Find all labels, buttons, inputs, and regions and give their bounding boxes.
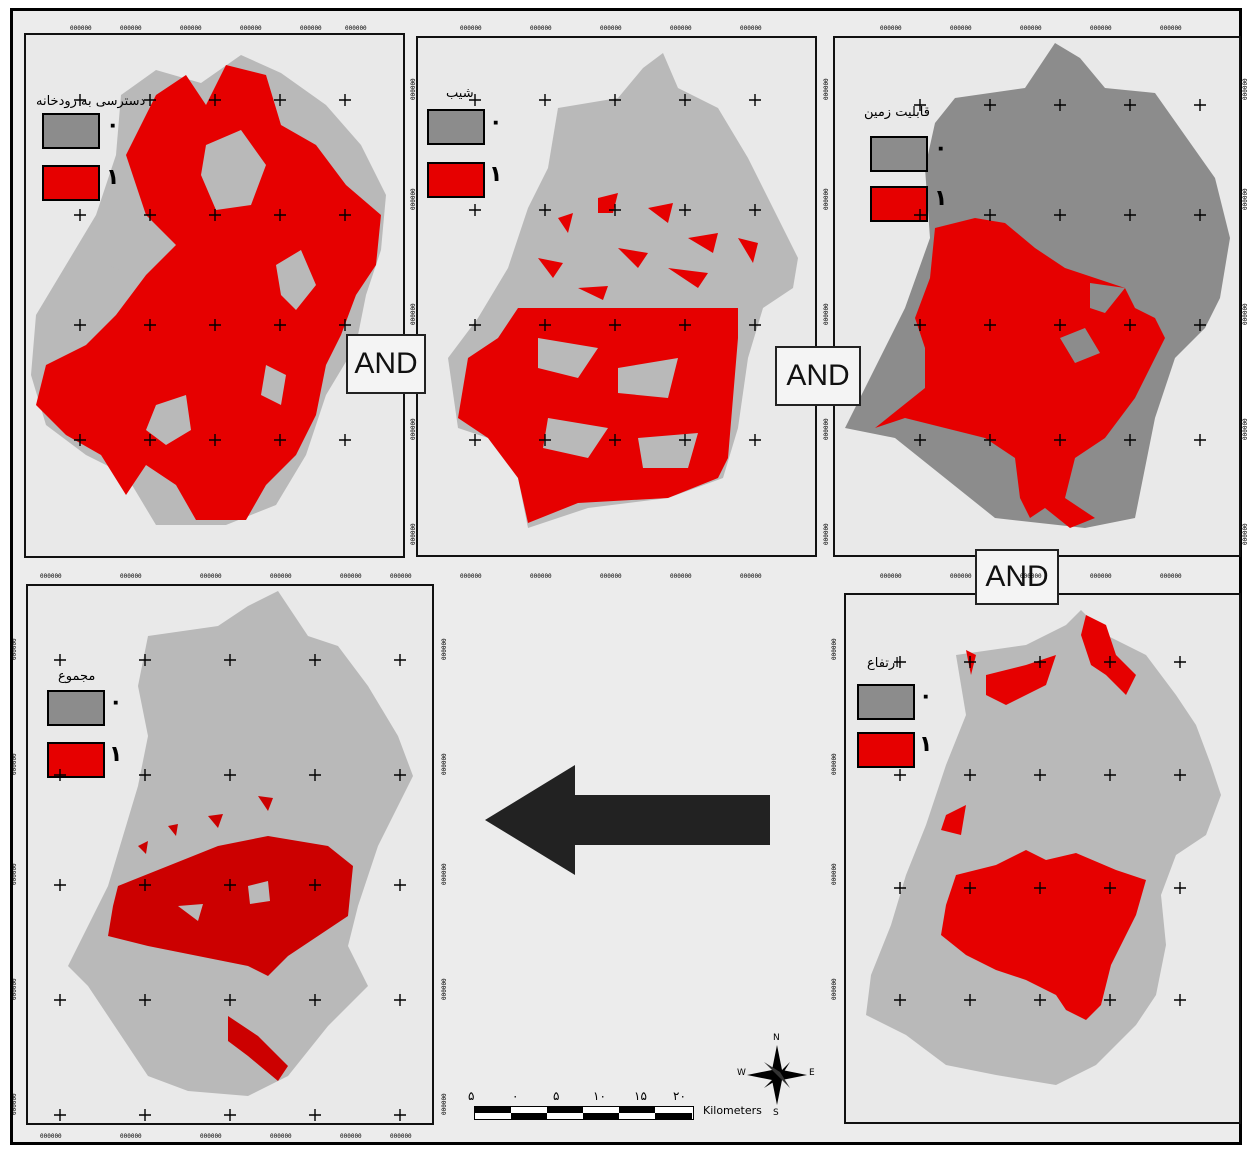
suitable-area (458, 308, 738, 523)
scale-unit: Kilometers (703, 1104, 762, 1117)
legend-swatch-0-land (870, 136, 928, 172)
legend-title-land-capability: قابلیت زمین (864, 105, 930, 120)
suitable-area (941, 850, 1146, 1020)
suitable-patch (941, 615, 1136, 835)
map-panel-total (26, 584, 434, 1125)
legend-label-0-elevation: ۰ (919, 684, 933, 709)
legend-swatch-1-slope (427, 162, 485, 198)
legend-swatch-1-land (870, 186, 928, 222)
scale-label-2: ۵ (553, 1089, 560, 1103)
legend-title-river-distance: دسترسی به رودخانه (36, 94, 146, 109)
legend-label-0-river: ۰ (106, 113, 120, 138)
legend-label-0-land: ۰ (934, 136, 948, 161)
scale-bar (474, 1106, 694, 1120)
compass-n: N (773, 1033, 780, 1043)
coordinate-tick-label: 000000 (1242, 418, 1249, 440)
legend-swatch-0-river (42, 113, 100, 149)
coordinate-tick-label: 000000 (1242, 78, 1249, 100)
compass-s: S (773, 1108, 779, 1118)
coordinate-tick-label: 000000 (1242, 523, 1249, 545)
map-elevation (866, 610, 1221, 1085)
legend-swatch-1-elevation (857, 732, 915, 768)
map-panel-river-distance (24, 33, 405, 558)
legend-swatch-0-total (47, 690, 105, 726)
non-suitable-patch (1060, 283, 1125, 363)
legend-label-1-land: ۱ (934, 186, 948, 211)
map-panel-land-capability (833, 36, 1241, 557)
scale-label-1: ۰ (512, 1089, 519, 1103)
north-arrow-icon (747, 1045, 807, 1105)
map-slope (448, 53, 798, 528)
legend-swatch-1-river (42, 165, 100, 201)
compass-w: W (737, 1068, 746, 1078)
scale-label-0: ۵ (468, 1089, 475, 1103)
legend-label-0-total: ۰ (109, 690, 123, 715)
legend-swatch-1-total (47, 742, 105, 778)
suitable-area (108, 836, 353, 976)
and-operator-2: AND (775, 346, 861, 406)
legend-swatch-0-slope (427, 109, 485, 145)
legend-label-1-total: ۱ (109, 742, 123, 767)
suitable-area (36, 65, 381, 520)
legend-title-total: مجموع (58, 669, 96, 684)
legend-swatch-0-elevation (857, 684, 915, 720)
coordinate-tick-label: 000000 (1242, 303, 1249, 325)
coordinate-tick-label: 000000 (1242, 188, 1249, 210)
map-total (68, 591, 413, 1096)
legend-title-slope: شیب (446, 86, 474, 101)
legend-title-elevation: ارتفاع (867, 656, 899, 671)
map-panel-elevation (844, 593, 1241, 1124)
and-operator-3: AND (975, 549, 1059, 605)
and-operator-1: AND (346, 334, 426, 394)
study-area-shape (866, 610, 1221, 1085)
legend-label-1-elevation: ۱ (919, 732, 933, 757)
compass-e: E (809, 1068, 815, 1078)
scale-label-3: ۱۰ (593, 1089, 606, 1103)
suitable-patch (138, 796, 288, 1081)
map-panel-slope (416, 36, 817, 557)
legend-label-0-slope: ۰ (489, 110, 503, 135)
result-arrow-left (485, 765, 770, 875)
non-suitable-patch (538, 338, 698, 468)
non-suitable-patch (178, 881, 270, 921)
map-land-capability (845, 43, 1230, 528)
scale-label-5: ۲۰ (673, 1089, 686, 1103)
legend-label-1-river: ۱ (106, 165, 120, 190)
legend-label-1-slope: ۱ (489, 162, 503, 187)
scale-label-4: ۱۵ (634, 1089, 647, 1103)
suitable-patch (538, 193, 758, 300)
map-river-distance (31, 55, 386, 525)
